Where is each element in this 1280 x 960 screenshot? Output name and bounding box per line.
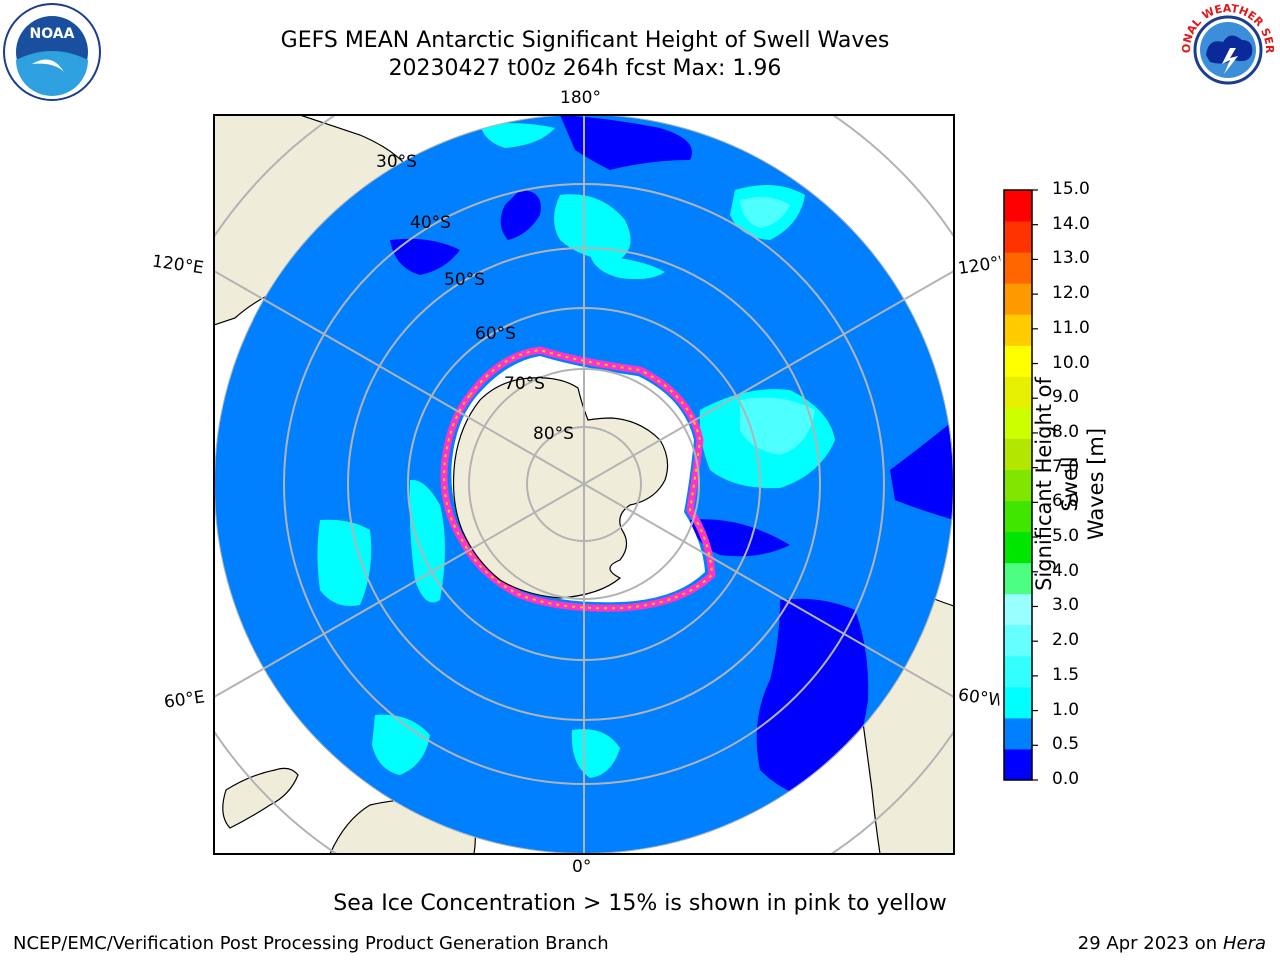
colorbar-swatch xyxy=(1004,531,1032,564)
swell-light-patches xyxy=(740,196,815,455)
colorbar-swatch xyxy=(1004,686,1032,719)
colorbar-swatch xyxy=(1004,252,1032,284)
map-frame xyxy=(213,114,955,855)
colorbar-tick-label: 12.0 xyxy=(1052,283,1090,304)
colorbar-swatch xyxy=(1004,562,1032,595)
map-title: GEFS MEAN Antarctic Significant Height o… xyxy=(240,27,930,83)
lat-label-80s: 80°S xyxy=(533,424,574,444)
colorbar-tick-label: 11.0 xyxy=(1052,317,1090,338)
colorbar-label: Significant Height of Swell Waves [m] xyxy=(1031,354,1109,614)
colorbar-swatch xyxy=(1004,624,1032,657)
noaa-logo-text: NOAA xyxy=(30,26,75,42)
lat-label-40s: 40°S xyxy=(410,213,451,233)
colorbar-swatch xyxy=(1004,407,1032,439)
footer-date-text: 29 Apr 2023 on xyxy=(1077,933,1223,954)
colorbar-tick-label: 4.0 xyxy=(1052,560,1080,581)
colorbar-tick-label: 1.5 xyxy=(1052,664,1080,685)
colorbar-tick-label: 3.0 xyxy=(1052,595,1080,616)
colorbar-swatch xyxy=(1004,345,1032,377)
madagascar xyxy=(222,767,299,829)
lat-label-30s: 30°S xyxy=(376,152,417,172)
title-line-1: GEFS MEAN Antarctic Significant Height o… xyxy=(280,28,890,53)
colorbar-tick-label: 9.0 xyxy=(1052,387,1080,408)
colorbar-swatch xyxy=(1004,314,1032,346)
colorbar-tick-label: 0.5 xyxy=(1052,734,1080,755)
colorbar-swatch xyxy=(1004,655,1032,688)
graticule-outer xyxy=(214,115,954,854)
title-line-2: 20230427 t00z 264h fcst Max: 1.96 xyxy=(388,56,782,81)
lon-label-0: 0° xyxy=(572,857,592,877)
colorbar-tick-label: 15.0 xyxy=(1052,179,1090,199)
lat-label-50s: 50°S xyxy=(444,270,485,290)
colorbar-swatch xyxy=(1004,283,1032,315)
colorbar-tick-label: 6.0 xyxy=(1052,491,1080,512)
colorbar-label-line-2: Waves [m] xyxy=(1084,427,1108,541)
colorbar-swatch xyxy=(1004,190,1032,222)
colorbar-swatch xyxy=(1004,593,1032,626)
colorbar-tick-label: 14.0 xyxy=(1052,213,1090,234)
colorbar-tick-label: 2.0 xyxy=(1052,630,1080,651)
sea-ice-note: Sea Ice Concentration > 15% is shown in … xyxy=(333,891,947,916)
colorbar-swatch xyxy=(1004,500,1032,533)
graticule xyxy=(214,115,954,854)
footer-branch: NCEP/EMC/Verification Post Processing Pr… xyxy=(13,933,609,954)
colorbar-swatch xyxy=(1004,469,1032,502)
colorbar-tick-label: 10.0 xyxy=(1052,352,1090,373)
footer-host: Hera xyxy=(1222,933,1266,954)
noaa-logo: NOAA xyxy=(3,3,101,101)
colorbar-tick-label: 8.0 xyxy=(1052,421,1080,442)
colorbar-tick-label: 1.0 xyxy=(1052,699,1080,720)
lat-label-70s: 70°S xyxy=(504,374,545,394)
colorbar-frame xyxy=(1003,189,1033,781)
colorbar-swatch xyxy=(1004,717,1032,750)
colorbar-tick-label: 13.0 xyxy=(1052,248,1090,269)
colorbar xyxy=(1003,189,1038,781)
colorbar-label-line-1: Significant Height of Swell xyxy=(1032,377,1082,591)
colorbar-tick-label: 0.0 xyxy=(1052,769,1080,789)
national-weather-service-logo: NATIONAL WEATHER SERVICE xyxy=(1178,0,1276,98)
colorbar-swatch xyxy=(1004,376,1032,408)
colorbar-swatch xyxy=(1004,221,1032,253)
footer-date: 29 Apr 2023 on Hera xyxy=(1078,933,1266,954)
colorbar-tick-label: 7.0 xyxy=(1052,456,1080,477)
colorbar-swatch xyxy=(1004,438,1032,470)
colorbar-tick-label: 5.0 xyxy=(1052,526,1080,547)
lon-label-180: 180° xyxy=(560,88,601,108)
lat-label-60s: 60°S xyxy=(475,324,516,344)
colorbar-swatch xyxy=(1004,748,1032,781)
